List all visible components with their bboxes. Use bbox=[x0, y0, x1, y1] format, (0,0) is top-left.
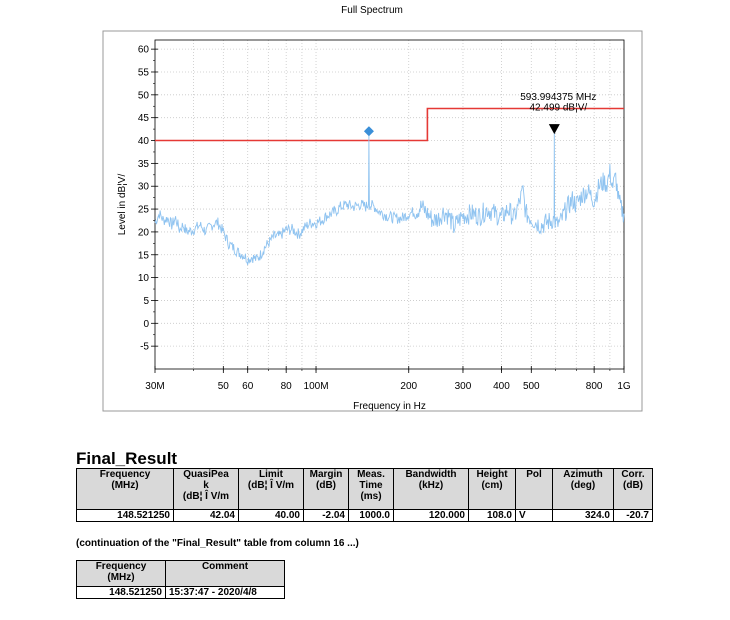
header-azimuth: Azimuth (deg) bbox=[552, 468, 614, 510]
final-result-table: Frequency (MHz) QuasiPea k (dB¦ Î V/m Limit… bbox=[76, 468, 653, 522]
cell-pol: V bbox=[515, 509, 553, 522]
series-layer bbox=[154, 107, 625, 266]
y-tick-label: 20 bbox=[138, 227, 150, 238]
grid-lines bbox=[155, 40, 624, 369]
x-tick-label: 500 bbox=[523, 381, 540, 392]
y-tick-label: 35 bbox=[138, 159, 150, 170]
y-tick-label: 40 bbox=[138, 136, 150, 147]
quasipeak-diamond-marker bbox=[363, 126, 374, 137]
spectrum-series-line bbox=[154, 129, 625, 266]
x-tick-label: 60 bbox=[242, 381, 254, 392]
header-margin: Margin (dB) bbox=[303, 468, 349, 510]
y-tick-label: 55 bbox=[138, 67, 150, 78]
x-tick-label: 400 bbox=[493, 381, 510, 392]
y-tick-label: 45 bbox=[138, 113, 150, 124]
y-tick-label: 25 bbox=[138, 205, 150, 216]
cell-corr: -20.7 bbox=[613, 509, 653, 522]
x-tick-label: 50 bbox=[218, 381, 230, 392]
x-tick-label: 100M bbox=[304, 381, 329, 392]
x-tick-label: 200 bbox=[400, 381, 417, 392]
y-tick-label: 10 bbox=[138, 273, 150, 284]
y-tick-label: 60 bbox=[138, 45, 150, 56]
y-tick-label: -5 bbox=[140, 342, 149, 353]
table-row: 148.521250 15:37:47 - 2020/4/8 bbox=[76, 586, 285, 599]
header-bandwidth: Bandwidth (kHz) bbox=[393, 468, 469, 510]
cell-comment: 15:37:47 - 2020/4/8 bbox=[165, 586, 285, 599]
table-header-row: Frequency (MHz) QuasiPea k (dB¦ Î V/m Limit… bbox=[76, 468, 653, 510]
header-meas-time: Meas. Time (ms) bbox=[348, 468, 394, 510]
cell-margin: -2.04 bbox=[303, 509, 349, 522]
y-tick-label: 30 bbox=[138, 182, 150, 193]
plot-area bbox=[154, 39, 625, 370]
final-result-title: Final_Result bbox=[76, 449, 178, 468]
x-tick-label: 300 bbox=[455, 381, 472, 392]
cell-azimuth: 324.0 bbox=[552, 509, 614, 522]
y-axis-label: Level in dB¦V/ bbox=[117, 174, 128, 236]
x-tick-label: 80 bbox=[281, 381, 293, 392]
cell-bandwidth: 120.000 bbox=[393, 509, 469, 522]
comment-table: Frequency (MHz) Comment 148.521250 15:37:… bbox=[76, 560, 285, 599]
continuation-note: (continuation of the "Final_Result" tabl… bbox=[76, 538, 359, 549]
header-corr: Corr. (dB) bbox=[613, 468, 653, 510]
cell-quasipeak: 42.04 bbox=[173, 509, 239, 522]
cell-frequency: 148.521250 bbox=[76, 509, 174, 522]
y-tick-label: 0 bbox=[143, 319, 149, 330]
header-frequency: Frequency (MHz) bbox=[76, 560, 166, 587]
header-quasipeak: QuasiPea k (dB¦ Î V/m bbox=[173, 468, 239, 510]
peak-triangle-marker bbox=[548, 124, 560, 135]
y-tick-label: 15 bbox=[138, 250, 150, 261]
header-frequency: Frequency (MHz) bbox=[76, 468, 174, 510]
x-tick-label: 30M bbox=[145, 381, 164, 392]
marker-annotation: 593.994375 MHz bbox=[520, 92, 596, 103]
header-pol: Pol bbox=[515, 468, 553, 510]
cell-height: 108.0 bbox=[468, 509, 516, 522]
y-axis-ticks: -5 0 5 10 15 20 25 30 35 40 45 50 55 60 bbox=[138, 45, 158, 353]
chart-title: Full Spectrum bbox=[341, 5, 403, 16]
cell-frequency: 148.521250 bbox=[76, 586, 166, 599]
marker-annotation: 42.499 dB¦V/ bbox=[530, 103, 588, 114]
x-axis-label: Frequency in Hz bbox=[353, 401, 426, 412]
x-tick-label: 800 bbox=[586, 381, 603, 392]
limit-series-line bbox=[155, 107, 624, 142]
x-tick-label: 1G bbox=[617, 381, 631, 392]
header-comment: Comment bbox=[165, 560, 285, 587]
table-header-row: Frequency (MHz) Comment bbox=[76, 560, 285, 587]
chart-panel bbox=[102, 30, 643, 412]
cell-limit: 40.00 bbox=[238, 509, 304, 522]
cell-meas-time: 1000.0 bbox=[348, 509, 394, 522]
header-height: Height (cm) bbox=[468, 468, 516, 510]
y-tick-label: 5 bbox=[143, 296, 149, 307]
y-tick-label: 50 bbox=[138, 90, 150, 101]
table-row: 148.521250 42.04 40.00 -2.04 1000.0 120.… bbox=[76, 509, 653, 522]
header-limit: Limit (dB¦ Î V/m bbox=[238, 468, 304, 510]
x-axis-ticks: 30M 50 60 80 100M 200 300 400 500 800 1G bbox=[145, 366, 631, 392]
